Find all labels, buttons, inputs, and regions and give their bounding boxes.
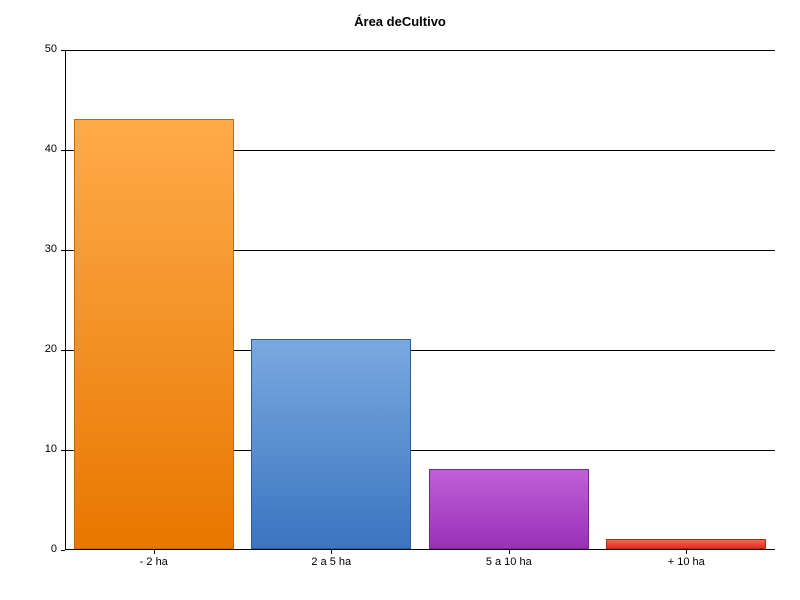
- y-tick-label: 40: [25, 143, 57, 155]
- y-tick-label: 30: [25, 243, 57, 255]
- y-tick-label: 10: [25, 443, 57, 455]
- chart-container: Área deCultivo 0 10 20 30 40 50 - 2 ha2 a 5 ha…: [0, 0, 800, 600]
- y-tick-label: 50: [25, 43, 57, 55]
- plot-area: [65, 50, 775, 550]
- y-tick-label: 20: [25, 343, 57, 355]
- x-tick-label: - 2 ha: [65, 556, 243, 568]
- y-tick: [61, 550, 65, 551]
- y-tick: [61, 450, 65, 451]
- x-tick-label: + 10 ha: [598, 556, 776, 568]
- y-tick: [61, 350, 65, 351]
- y-tick: [61, 50, 65, 51]
- x-tick: [509, 550, 510, 554]
- y-tick: [61, 250, 65, 251]
- x-tick: [154, 550, 155, 554]
- bar: [251, 339, 411, 549]
- gridline: [65, 50, 775, 51]
- bar: [606, 539, 766, 549]
- bar: [429, 469, 589, 549]
- x-tick: [331, 550, 332, 554]
- x-tick-label: 2 a 5 ha: [243, 556, 421, 568]
- y-tick-label: 0: [25, 543, 57, 555]
- bar: [74, 119, 234, 549]
- x-tick-label: 5 a 10 ha: [420, 556, 598, 568]
- chart-title: Área deCultivo: [0, 14, 800, 29]
- y-tick: [61, 150, 65, 151]
- x-tick: [686, 550, 687, 554]
- y-axis-line: [65, 50, 66, 549]
